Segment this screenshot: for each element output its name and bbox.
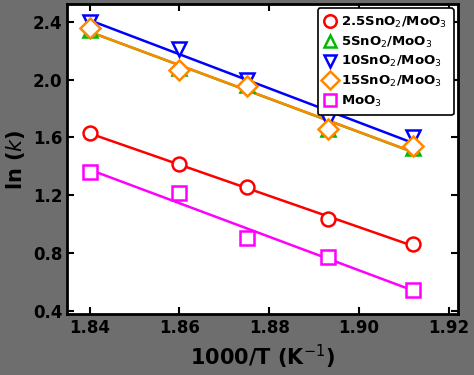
X-axis label: 1000/T (K$^{-1}$): 1000/T (K$^{-1}$) <box>190 343 335 371</box>
Y-axis label: ln ($\mathit{k}$): ln ($\mathit{k}$) <box>4 129 27 189</box>
Legend: 2.5SnO$_2$/MoO$_3$, 5SnO$_2$/MoO$_3$, 10SnO$_2$/MoO$_3$, 15SnO$_2$/MoO$_3$, MoO$: 2.5SnO$_2$/MoO$_3$, 5SnO$_2$/MoO$_3$, 10… <box>318 8 454 115</box>
